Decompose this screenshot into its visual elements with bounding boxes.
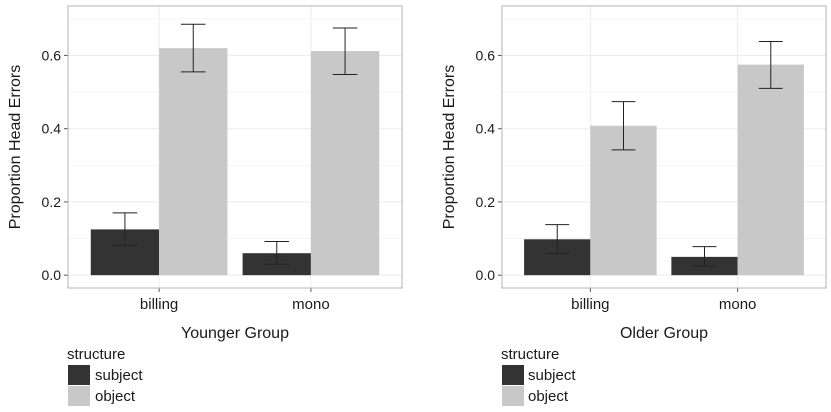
y-axis-title: Proportion Head Errors: [441, 65, 458, 230]
y-tick-label: 0.6: [42, 47, 62, 63]
y-tick-label: 0.0: [476, 267, 496, 283]
bar-object-mono: [311, 51, 379, 275]
legend-label-object: object: [528, 388, 569, 405]
y-tick-label: 0.2: [476, 194, 496, 210]
bar-object-mono: [738, 65, 804, 276]
legend-label-subject: subject: [528, 367, 576, 384]
legend-title: structure: [501, 346, 559, 363]
y-tick-label: 0.4: [42, 121, 62, 137]
y-tick-label: 0.0: [42, 267, 62, 283]
legend-key-subject: [502, 365, 524, 385]
y-tick-label: 0.6: [476, 47, 496, 63]
legend-label-subject: subject: [95, 367, 143, 384]
y-tick-label: 0.2: [42, 194, 62, 210]
x-axis-title: Older Group: [620, 325, 708, 342]
legend-label-object: object: [95, 388, 136, 405]
legend-title: structure: [67, 346, 125, 363]
legend-key-object: [502, 386, 524, 406]
y-axis-title: Proportion Head Errors: [7, 65, 24, 230]
legend-key-object: [68, 386, 90, 406]
x-tick-label: mono: [292, 296, 330, 313]
x-tick-label: mono: [719, 296, 757, 313]
bar-object-billing: [159, 48, 227, 275]
legend-key-subject: [68, 365, 90, 385]
x-tick-label: billing: [140, 296, 178, 313]
x-tick-label: billing: [571, 296, 609, 313]
y-tick-label: 0.4: [476, 121, 496, 137]
x-axis-title: Younger Group: [181, 325, 289, 342]
